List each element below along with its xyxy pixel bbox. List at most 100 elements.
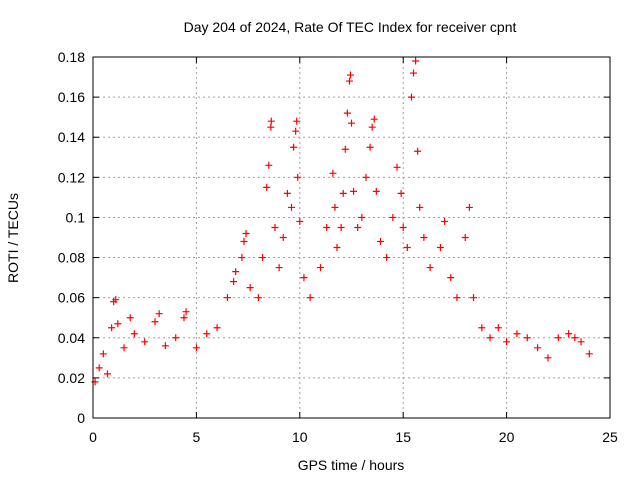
data-point: [267, 123, 275, 131]
data-point: [108, 324, 116, 332]
data-point: [397, 189, 405, 197]
data-point: [465, 203, 473, 211]
y-tick-label: 0: [77, 410, 85, 426]
data-point: [441, 217, 449, 225]
y-tick-labels: 0 0.02 0.04 0.06 0.08 0.1 0.12 0.14 0.16 0.18: [58, 49, 85, 426]
data-point: [114, 320, 122, 328]
data-point: [288, 203, 296, 211]
data-point: [368, 123, 376, 131]
data-point: [389, 213, 397, 221]
data-point: [95, 364, 103, 372]
data-point: [350, 187, 358, 195]
data-point: [323, 223, 331, 231]
data-point: [259, 254, 267, 262]
x-tick-label: 15: [395, 429, 411, 445]
data-point: [242, 229, 250, 237]
y-tick-label: 0.04: [58, 330, 85, 346]
data-point: [503, 338, 511, 346]
data-point: [513, 330, 521, 338]
data-point: [341, 145, 349, 153]
data-point: [240, 238, 248, 246]
data-point: [192, 344, 200, 352]
data-point: [370, 115, 378, 123]
data-point: [296, 217, 304, 225]
data-point: [103, 370, 111, 378]
data-point: [453, 294, 461, 302]
data-point: [478, 324, 486, 332]
data-point: [283, 189, 291, 197]
data-point: [293, 117, 301, 125]
y-tick-label: 0.18: [58, 49, 85, 65]
y-tick-label: 0.16: [58, 89, 85, 105]
data-point: [354, 223, 362, 231]
x-tick-label: 5: [193, 429, 201, 445]
x-tick-label: 10: [292, 429, 308, 445]
data-point: [412, 57, 420, 65]
data-point: [141, 338, 149, 346]
data-point: [254, 294, 262, 302]
y-tick-label: 0.06: [58, 290, 85, 306]
data-point: [362, 173, 370, 181]
data-point: [571, 334, 579, 342]
data-point: [294, 173, 302, 181]
data-point: [494, 324, 502, 332]
data-point: [461, 234, 469, 241]
data-points: [91, 57, 593, 386]
data-point: [486, 334, 494, 342]
x-axis-label: GPS time / hours: [298, 457, 405, 473]
data-point: [316, 264, 324, 272]
data-point: [436, 244, 444, 252]
data-point: [470, 294, 478, 302]
data-point: [306, 294, 314, 302]
x-tick-labels: 0 5 10 15 20 25: [89, 429, 618, 445]
data-point: [182, 308, 190, 316]
data-point: [300, 274, 308, 282]
data-point: [126, 314, 134, 322]
data-point: [343, 109, 351, 117]
data-point: [292, 127, 300, 135]
data-point: [271, 223, 279, 231]
x-tick-label: 0: [89, 429, 97, 445]
data-point: [279, 234, 287, 241]
data-point: [275, 264, 283, 272]
data-point: [376, 238, 384, 246]
x-tick-label: 25: [602, 429, 618, 445]
data-point: [238, 254, 246, 262]
data-point: [232, 268, 240, 276]
data-point: [213, 324, 221, 332]
data-point: [263, 183, 271, 191]
data-point: [420, 234, 428, 241]
data-point: [410, 69, 418, 77]
y-tick-label: 0.14: [58, 129, 85, 145]
data-point: [172, 334, 180, 342]
data-point: [203, 330, 211, 338]
data-point: [414, 147, 422, 155]
data-point: [403, 244, 411, 252]
data-point: [161, 342, 169, 350]
data-point: [120, 344, 128, 352]
data-point: [345, 77, 353, 85]
plot-frame: [92, 56, 611, 419]
data-point: [339, 189, 347, 197]
data-point: [577, 338, 585, 346]
data-point: [407, 93, 415, 101]
y-axis-label: ROTI / TECUs: [5, 193, 21, 283]
data-point: [337, 223, 345, 231]
data-point: [348, 119, 355, 127]
data-point: [416, 203, 424, 211]
data-point: [130, 330, 138, 338]
data-point: [333, 244, 341, 252]
y-tick-label: 0.02: [58, 370, 85, 386]
data-point: [393, 163, 401, 171]
data-point: [585, 350, 593, 358]
data-point: [112, 296, 120, 304]
data-point: [331, 203, 339, 211]
data-point: [246, 284, 254, 292]
data-point: [447, 274, 455, 282]
data-point: [329, 169, 337, 177]
data-point: [290, 143, 298, 151]
y-tick-label: 0.12: [58, 169, 85, 185]
data-point: [544, 354, 552, 362]
